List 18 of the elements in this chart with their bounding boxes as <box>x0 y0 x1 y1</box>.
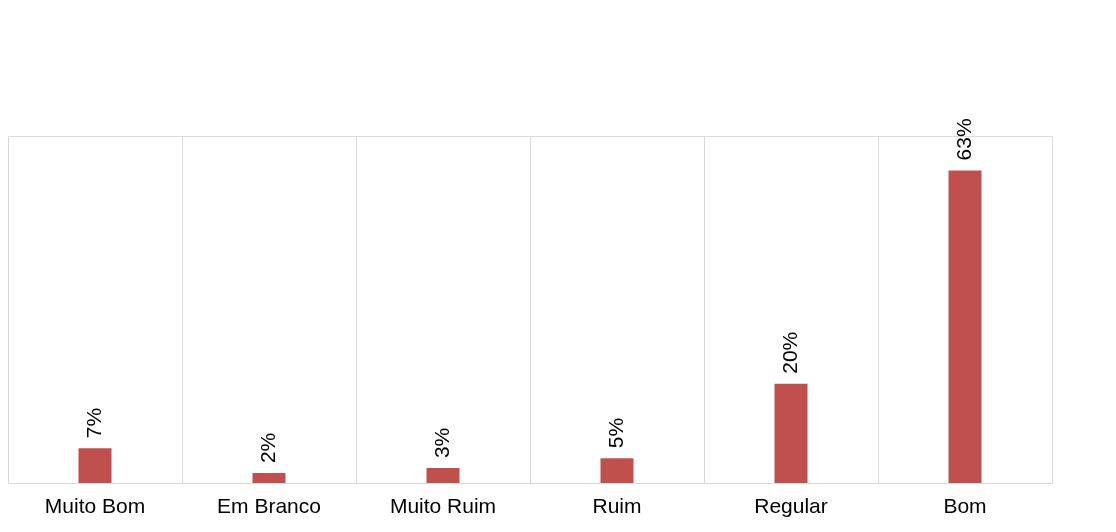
bar <box>78 448 112 483</box>
data-label: 3% <box>430 427 453 459</box>
bar <box>948 170 982 483</box>
data-label: 5% <box>604 417 627 449</box>
bar <box>252 473 286 483</box>
x-tick-label: Muito Bom <box>44 493 146 517</box>
data-label: 20% <box>778 331 801 374</box>
x-tick-label: Ruim <box>592 493 642 517</box>
data-label: 2% <box>256 432 279 464</box>
bar <box>774 383 808 483</box>
bar <box>426 468 460 483</box>
data-label: 7% <box>82 407 105 439</box>
x-tick-label: Bom <box>943 493 987 517</box>
bar <box>600 458 634 483</box>
x-tick-label: Regular <box>754 493 828 517</box>
x-tick-label: Muito Ruim <box>389 493 497 517</box>
x-tick-label: Em Branco <box>217 493 321 517</box>
data-label: 63% <box>952 118 975 161</box>
